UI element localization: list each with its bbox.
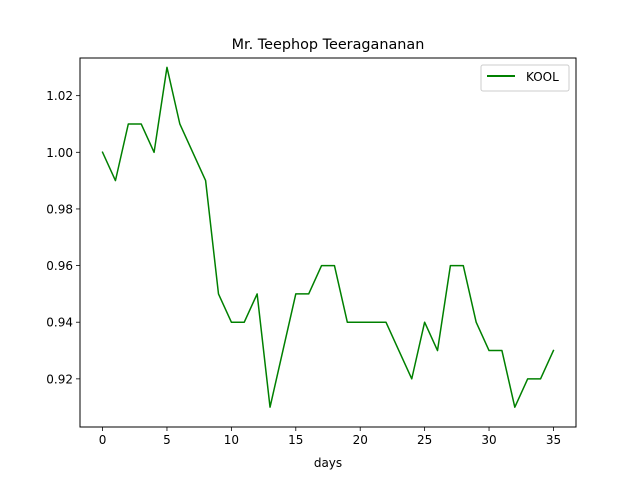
series-layer	[101, 66, 555, 408]
legend-box	[480, 64, 570, 92]
x-axis: 0 5 10 15 20 25 30 35	[99, 427, 561, 447]
legend-label: KOOL	[526, 70, 559, 84]
y-tick-label: 0.98	[46, 202, 73, 216]
x-tick-label: 20	[353, 433, 368, 447]
x-axis-label: days	[314, 456, 342, 470]
x-tick-label: 15	[288, 433, 303, 447]
series-line-kool	[101, 66, 555, 408]
plot-frame	[79, 57, 577, 428]
y-tick-label: 0.94	[46, 316, 73, 330]
chart-title: Mr. Teephop Teeragananan	[232, 37, 425, 53]
x-tick-label: 25	[417, 433, 432, 447]
y-axis: 0.92 0.94 0.96 0.98 1.00 1.02	[46, 89, 80, 386]
x-tick-label: 30	[481, 433, 496, 447]
y-tick-label: 0.96	[46, 259, 73, 273]
x-tick-label: 5	[163, 433, 171, 447]
legend: KOOL	[480, 64, 570, 92]
y-tick-label: 0.92	[46, 372, 73, 386]
y-tick-label: 1.00	[46, 146, 73, 160]
y-tick-label: 1.02	[46, 89, 73, 103]
x-tick-label: 35	[546, 433, 561, 447]
x-tick-label: 0	[99, 433, 107, 447]
plot-area	[79, 57, 577, 428]
x-tick-label: 10	[224, 433, 239, 447]
